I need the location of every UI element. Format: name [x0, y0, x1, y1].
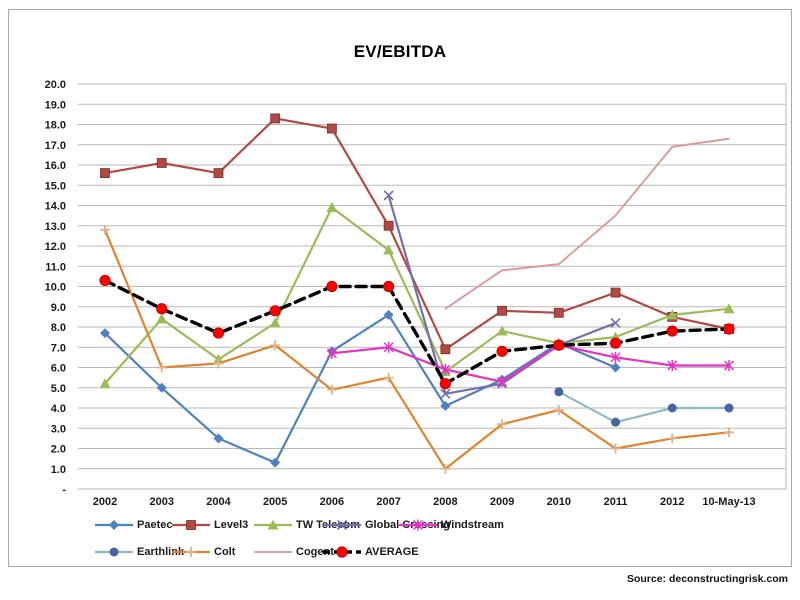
svg-text:17.0: 17.0	[45, 140, 66, 152]
svg-text:19.0: 19.0	[45, 99, 66, 111]
legend-label: AVERAGE	[365, 546, 419, 558]
svg-text:12.0: 12.0	[45, 241, 66, 253]
legend-label: Windstream	[441, 519, 504, 531]
svg-text:2011: 2011	[604, 496, 628, 508]
legend-item-level3: Level3	[172, 518, 248, 532]
svg-text:2007: 2007	[376, 496, 400, 508]
svg-text:6.0: 6.0	[51, 363, 66, 375]
svg-text:11.0: 11.0	[45, 261, 66, 273]
legend-item-average: AVERAGE	[323, 545, 419, 559]
svg-text:1.0: 1.0	[51, 464, 66, 476]
svg-text:2012: 2012	[660, 496, 684, 508]
svg-text:2.0: 2.0	[51, 444, 66, 456]
legend-item-colt: Colt	[172, 545, 235, 559]
svg-text:2009: 2009	[490, 496, 514, 508]
legend-item-windstream: Windstream	[399, 518, 504, 532]
legend-item-paetec: Paetec	[95, 518, 172, 532]
legend-label: Colt	[214, 546, 236, 558]
svg-text:7.0: 7.0	[51, 342, 66, 354]
svg-text:-: -	[62, 484, 66, 496]
legend-label: Level3	[214, 519, 249, 531]
svg-text:18.0: 18.0	[45, 120, 66, 132]
legend-marker-none	[254, 551, 292, 553]
legend-label: Earthlink	[137, 546, 185, 558]
svg-text:16.0: 16.0	[45, 160, 66, 172]
svg-text:2008: 2008	[433, 496, 457, 508]
svg-text:13.0: 13.0	[45, 221, 66, 233]
svg-text:8.0: 8.0	[51, 322, 66, 334]
legend-item-cogent: Cogent	[254, 545, 334, 559]
svg-text:20.0: 20.0	[45, 79, 66, 91]
series-level3	[100, 113, 734, 355]
svg-text:2010: 2010	[547, 496, 571, 508]
chart-title: EV/EBITDA	[353, 42, 447, 61]
legend-marker-star	[399, 519, 437, 531]
svg-text:10-May-13: 10-May-13	[702, 496, 755, 508]
svg-text:3.0: 3.0	[51, 423, 66, 435]
x-axis-labels: 2002 2003 2004 2005 2006 2007 2008 2009 2010 2011…	[93, 496, 756, 508]
svg-text:5.0: 5.0	[51, 383, 66, 395]
legend-item-earthlink: Earthlink	[95, 545, 184, 559]
series-cogent	[444, 137, 730, 310]
legend-marker-triangle	[254, 519, 292, 530]
svg-text:15.0: 15.0	[45, 180, 66, 192]
legend-marker-plus	[172, 547, 210, 557]
svg-text:4.0: 4.0	[51, 403, 66, 415]
series-average	[99, 274, 735, 390]
y-axis-labels: 20.0 19.0 18.0 17.0 16.0 15.0 14.0 13.0 12.0 11.0…	[45, 79, 67, 496]
legend-marker-diamond	[95, 520, 133, 530]
svg-text:2006: 2006	[320, 496, 344, 508]
svg-text:2003: 2003	[149, 496, 173, 508]
chart-border	[8, 9, 792, 567]
svg-text:2004: 2004	[206, 496, 231, 508]
series-colt	[100, 224, 734, 474]
svg-text:14.0: 14.0	[45, 201, 66, 213]
legend-label: Cogent	[296, 546, 334, 558]
series-earthlink	[554, 387, 734, 427]
gridlines	[78, 83, 787, 490]
svg-text:10.0: 10.0	[45, 282, 66, 294]
legend-marker-x	[323, 519, 361, 531]
series-paetec	[100, 309, 621, 468]
svg-text:2002: 2002	[93, 496, 117, 508]
svg-text:2005: 2005	[263, 496, 287, 508]
legend-marker-dot	[323, 546, 361, 558]
svg-text:9.0: 9.0	[51, 302, 66, 314]
legend-marker-circle	[95, 547, 133, 557]
legend-label: Paetec	[137, 519, 173, 531]
source-attribution: Source: deconstructingrisk.com	[626, 573, 788, 585]
legend-marker-square	[172, 520, 210, 530]
